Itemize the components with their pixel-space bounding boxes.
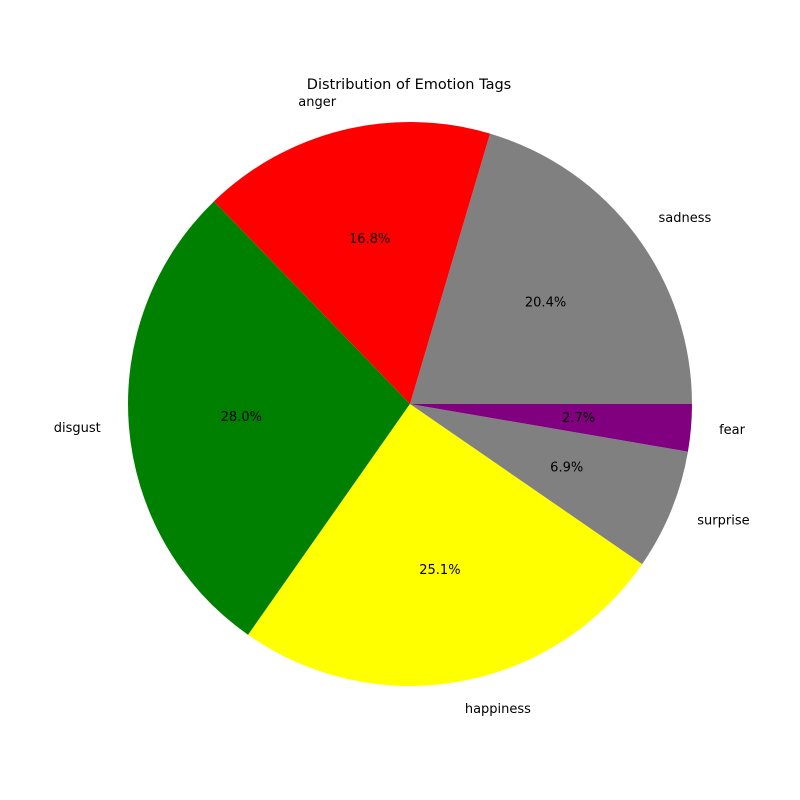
slice-percent-surprise: 6.9%	[550, 460, 583, 475]
slice-percent-disgust: 28.0%	[221, 410, 262, 425]
slice-percent-happiness: 25.1%	[419, 563, 460, 578]
slice-label-surprise: surprise	[697, 514, 749, 529]
slice-percent-fear: 2.7%	[562, 411, 595, 426]
slice-percent-anger: 16.8%	[349, 232, 390, 247]
slice-label-disgust: disgust	[54, 421, 101, 436]
slice-label-sadness: sadness	[659, 211, 712, 226]
pie-slices	[128, 122, 692, 686]
slice-label-anger: anger	[298, 95, 336, 110]
slice-label-happiness: happiness	[465, 702, 531, 717]
slice-percent-sadness: 20.4%	[525, 295, 566, 310]
slice-label-fear: fear	[719, 423, 746, 438]
chart-title: Distribution of Emotion Tags	[307, 77, 511, 93]
